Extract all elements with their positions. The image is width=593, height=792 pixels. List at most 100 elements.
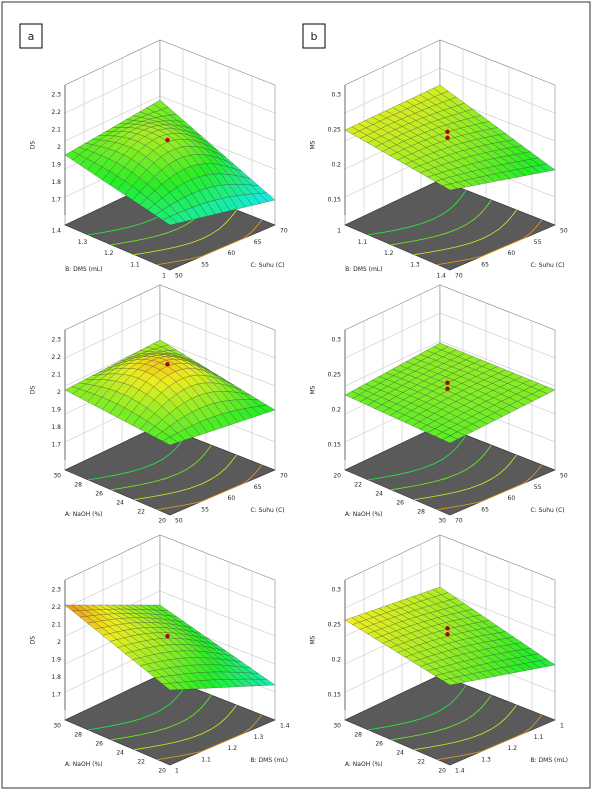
surface-cell [442,678,458,686]
right-tick-label: 60 [508,250,516,257]
surface-plot: 1.7 1.8 1.9 2 2.1 2.2 2.3 DS 1.4 1.3 1.2 1.1 1 70 65 60… [30,39,288,280]
z-tick-label: 0.15 [328,442,342,449]
left-tick-label: 30 [53,473,61,480]
contour [414,704,517,751]
z-tick-label: 1.7 [51,692,61,699]
z-tick-label: 0.15 [328,692,342,699]
z-tick-label: 1.8 [51,424,61,431]
left-tick-label: 20 [438,768,446,775]
right-tick-label: 1 [560,723,564,730]
z-tick-label: 0.25 [328,372,342,379]
z-tick-label: 1.8 [51,674,61,681]
surface-plot: 0.15 0.2 0.25 0.3 MS 1 1.1 1.2 1.3 1.4 50 55 60 65 70 B… [310,39,568,280]
left-axis-label: A: NaOH (%) [345,761,383,768]
right-tick-label: 60 [228,250,236,257]
z-axis-label: MS [310,635,317,644]
right-axis-label: B: DMS (mL) [531,757,568,764]
surface-plot: 1.7 1.8 1.9 2 2.1 2.2 2.3 DS 30 28 26 24 22 20 1.4 1.3 1… [30,534,290,775]
design-point [445,386,450,391]
left-tick-label: 1 [337,228,341,235]
z-tick-label: 0.15 [328,197,342,204]
contour [88,434,187,481]
contour [437,714,543,760]
left-tick-label: 1 [162,273,166,280]
design-point [445,626,450,631]
contour [111,444,212,491]
z-tick-label: 2.3 [51,587,61,594]
surface-cell [442,183,458,191]
contour [391,199,492,246]
z-tick-label: 2.3 [51,92,61,99]
design-point [445,129,450,134]
z-axis-label: DS [30,386,37,395]
right-axis-label: C: Suhu (C) [531,262,565,269]
left-tick-label: 1.2 [384,250,394,257]
z-tick-label: 0.2 [331,657,341,664]
left-tick-label: 24 [116,500,124,507]
contour [437,219,543,265]
left-axis-label: B: DMS (mL) [345,266,382,273]
left-tick-label: 1.2 [104,250,114,257]
right-tick-label: 1.1 [534,734,544,741]
right-tick-label: 70 [455,518,463,525]
left-tick-label: 1.4 [436,273,446,280]
wall-grid [344,67,556,114]
z-axis-label: MS [310,140,317,149]
surface-plot: 0.15 0.2 0.25 0.3 MS 30 28 26 24 22 20 1 1.1 1.2 1.3 1.… [310,534,568,775]
left-tick-label: 24 [396,750,404,757]
left-tick-label: 1.4 [51,228,61,235]
z-tick-label: 2 [57,639,61,646]
left-tick-label: 1.3 [410,261,420,268]
z-tick-label: 2 [57,144,61,151]
left-axis-label: A: NaOH (%) [65,761,103,768]
left-tick-label: 30 [333,723,341,730]
design-point [445,380,450,385]
left-tick-label: 26 [396,500,404,507]
right-tick-label: 70 [280,228,288,235]
right-tick-label: 55 [201,261,209,268]
right-tick-label: 55 [534,484,542,491]
z-tick-label: 1.9 [51,657,61,664]
left-tick-label: 24 [375,491,383,498]
right-tick-label: 50 [560,228,568,235]
contour [368,189,467,236]
contour [368,684,467,731]
contour [157,714,263,760]
z-tick-label: 2.3 [51,337,61,344]
contour [391,694,492,741]
right-tick-label: 55 [201,506,209,513]
right-axis-label: C: Suhu (C) [531,507,565,514]
wall-grid [64,562,276,609]
right-tick-label: 1.4 [455,768,465,775]
surface-cell [442,435,458,444]
contour [111,694,212,741]
z-tick-label: 0.2 [331,162,341,169]
left-tick-label: 28 [74,732,82,739]
z-tick-label: 2 [57,389,61,396]
contour [414,209,517,256]
right-tick-label: 60 [508,495,516,502]
left-axis-label: B: DMS (mL) [65,266,102,273]
contour [368,434,467,481]
right-tick-label: 1.3 [254,734,264,741]
right-tick-label: 1.2 [228,745,238,752]
left-tick-label: 26 [95,491,103,498]
left-tick-label: 28 [354,732,362,739]
left-tick-label: 20 [158,518,166,525]
surface-cell [162,216,178,226]
z-tick-label: 0.25 [328,127,342,134]
left-tick-label: 26 [95,741,103,748]
z-tick-label: 1.9 [51,162,61,169]
contour [157,219,263,265]
z-tick-label: 0.3 [331,337,341,344]
left-tick-label: 22 [137,509,145,516]
right-tick-label: 65 [254,484,262,491]
wall-grid [344,340,556,387]
right-tick-label: 1.3 [481,756,491,763]
right-tick-label: 1.1 [201,756,211,763]
surface-cell [162,683,178,691]
surface-plot: 0.15 0.2 0.25 0.3 MS 20 22 24 26 28 30 50 55 60 65 70 A:… [310,284,568,525]
right-tick-label: 60 [228,495,236,502]
z-tick-label: 1.8 [51,179,61,186]
z-axis-label: DS [30,141,37,150]
